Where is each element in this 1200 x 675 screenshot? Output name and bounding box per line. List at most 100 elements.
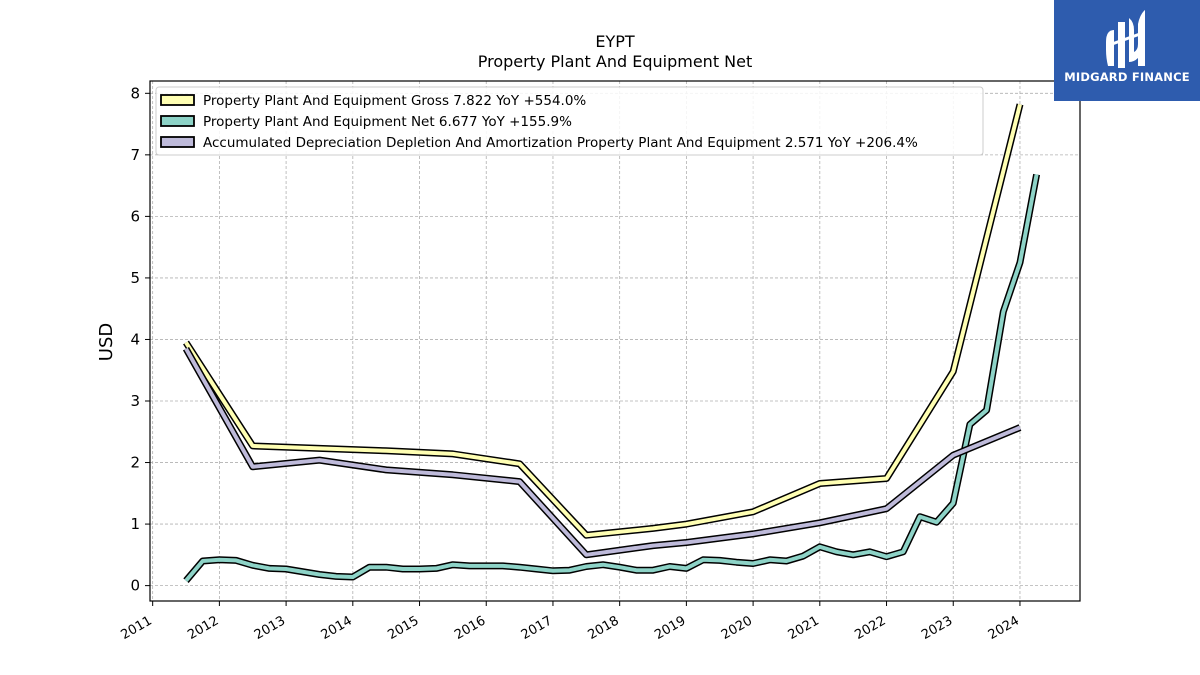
series-line [184, 103, 1022, 538]
data-point [352, 577, 353, 578]
data-point [953, 455, 954, 456]
data-point [519, 481, 520, 482]
y-tick-label: 1 [130, 515, 140, 533]
plot-series [182, 103, 1041, 583]
data-point [603, 564, 604, 565]
data-point [319, 448, 320, 449]
data-point [686, 524, 687, 525]
chart-subtitle: Property Plant And Equipment Net [478, 52, 753, 71]
data-point [452, 564, 453, 565]
legend-label: Property Plant And Equipment Net 6.677 Y… [203, 114, 572, 130]
x-tick-label: 2019 [652, 613, 688, 643]
data-point [369, 567, 370, 568]
data-point [1003, 311, 1004, 312]
data-point [686, 568, 687, 569]
legend-swatch [160, 115, 195, 127]
data-point [402, 569, 403, 570]
x-tick-label: 2017 [519, 613, 555, 643]
x-tick-label: 2018 [586, 613, 622, 643]
x-tick-label: 2024 [986, 613, 1022, 643]
data-point [869, 551, 870, 552]
data-point [236, 560, 237, 561]
data-point [719, 560, 720, 561]
data-point [819, 546, 820, 547]
data-point [803, 556, 804, 557]
x-tick-label: 2023 [919, 613, 955, 643]
data-point [753, 511, 754, 512]
plot-area [149, 80, 1081, 602]
series-line-outline [183, 173, 1041, 583]
data-point [753, 533, 754, 534]
data-point [202, 561, 203, 562]
data-point [919, 516, 920, 517]
data-point [1020, 427, 1021, 428]
data-point [653, 570, 654, 571]
data-point [436, 568, 437, 569]
data-point [186, 580, 187, 581]
data-point [336, 576, 337, 577]
data-point [819, 483, 820, 484]
legend-label: Accumulated Depreciation Depletion And A… [203, 135, 918, 151]
y-tick-label: 0 [130, 577, 140, 595]
data-point [819, 522, 820, 523]
data-point [586, 554, 587, 555]
midgard-finance-logo: MIDGARD FINANCE [1054, 0, 1200, 101]
data-point [886, 556, 887, 557]
series-line [184, 347, 1021, 557]
data-point [586, 535, 587, 536]
y-tick-label: 7 [130, 146, 140, 164]
x-tick-label: 2021 [786, 613, 822, 643]
data-point [502, 565, 503, 566]
data-point [886, 478, 887, 479]
x-tick-label: 2014 [319, 613, 355, 643]
data-point [936, 522, 937, 523]
data-point [903, 551, 904, 552]
data-point [619, 567, 620, 568]
data-point [636, 570, 637, 571]
data-point [1020, 262, 1021, 263]
data-point [319, 574, 320, 575]
data-point [536, 569, 537, 570]
data-point [786, 561, 787, 562]
data-point [386, 450, 387, 451]
data-point [753, 563, 754, 564]
y-tick-label: 6 [130, 207, 140, 225]
data-point [186, 342, 187, 343]
x-tick-label: 2013 [252, 613, 288, 643]
legend-label: Property Plant And Equipment Gross 7.822… [203, 93, 586, 109]
chart-title: EYPT [595, 32, 635, 51]
data-point [1020, 104, 1021, 105]
logo-text: MIDGARD FINANCE [1064, 70, 1190, 84]
logo-mark-icon [1106, 10, 1145, 68]
data-point [252, 466, 253, 467]
y-tick-label: 5 [130, 269, 140, 287]
data-point [319, 460, 320, 461]
x-tick-label: 2012 [185, 613, 221, 643]
y-tick-label: 3 [130, 392, 140, 410]
data-point [519, 463, 520, 464]
data-point [836, 551, 837, 552]
x-tick-label: 2015 [385, 613, 421, 643]
data-point [669, 566, 670, 567]
data-point [569, 570, 570, 571]
data-point [419, 569, 420, 570]
data-point [953, 503, 954, 504]
data-point [386, 567, 387, 568]
y-tick-label: 2 [130, 454, 140, 472]
data-point [653, 528, 654, 529]
data-point [252, 445, 253, 446]
data-point [653, 545, 654, 546]
data-point [686, 542, 687, 543]
data-point [969, 424, 970, 425]
data-point [486, 565, 487, 566]
legend-box [155, 86, 984, 156]
data-point [553, 570, 554, 571]
series-line-outline [183, 103, 1024, 539]
data-point [269, 568, 270, 569]
x-tick-label: 2011 [119, 613, 155, 643]
legend-swatch [160, 94, 195, 106]
series-line [184, 174, 1039, 582]
data-point [886, 508, 887, 509]
x-tick-label: 2022 [852, 613, 888, 643]
data-point [986, 410, 987, 411]
